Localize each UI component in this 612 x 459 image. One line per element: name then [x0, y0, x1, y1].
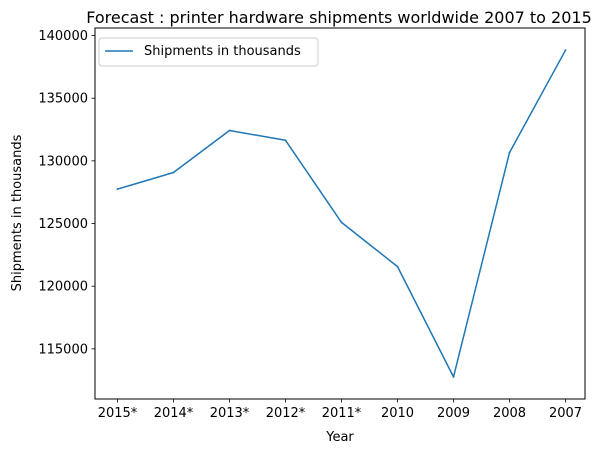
- y-axis: 115000 120000 125000 130000 135000 140000: [38, 29, 95, 357]
- x-tick-label: 2012*: [266, 406, 306, 421]
- data-point: [340, 221, 343, 224]
- series-layer: [116, 49, 567, 378]
- y-tick-label: 125000: [38, 217, 88, 232]
- x-tick-label: 2015*: [98, 406, 138, 421]
- x-axis: 2015* 2014* 2013* 2012* 2011* 2010 2009 2008 200…: [98, 399, 582, 421]
- x-tick-label: 2007: [549, 406, 582, 421]
- y-tick-label: 130000: [38, 154, 88, 169]
- data-point: [228, 129, 231, 132]
- y-tick-label: 115000: [38, 342, 88, 357]
- y-tick-label: 135000: [38, 92, 88, 107]
- data-point: [172, 171, 175, 174]
- data-point: [284, 139, 287, 142]
- plot-area: 115000 120000 125000 130000 135000 140000 201…: [38, 27, 586, 421]
- x-tick-label: 2008: [493, 406, 526, 421]
- data-point: [452, 376, 455, 378]
- x-tick-label: 2009: [437, 406, 470, 421]
- plot-frame: [94, 27, 586, 400]
- x-tick-label: 2013*: [210, 406, 250, 421]
- legend-label: Shipments in thousands: [144, 44, 301, 59]
- x-tick-label: 2011*: [322, 406, 362, 421]
- data-point: [508, 151, 511, 154]
- x-tick-label: 2014*: [154, 406, 194, 421]
- x-tick-label: 2010: [381, 406, 414, 421]
- x-axis-label: Year: [325, 430, 354, 445]
- y-tick-label: 140000: [38, 29, 88, 44]
- chart-title: Forecast : printer hardware shipments wo…: [86, 8, 592, 27]
- data-point: [396, 265, 399, 268]
- data-point: [564, 49, 567, 52]
- y-tick-label: 120000: [38, 280, 88, 295]
- legend: Shipments in thousands: [98, 37, 319, 67]
- legend-box: [98, 37, 319, 67]
- y-axis-label: Shipments in thousands: [10, 134, 25, 291]
- data-point: [116, 188, 119, 190]
